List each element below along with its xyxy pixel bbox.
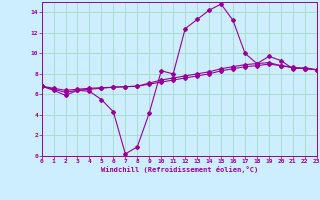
X-axis label: Windchill (Refroidissement éolien,°C): Windchill (Refroidissement éolien,°C) — [100, 166, 258, 173]
